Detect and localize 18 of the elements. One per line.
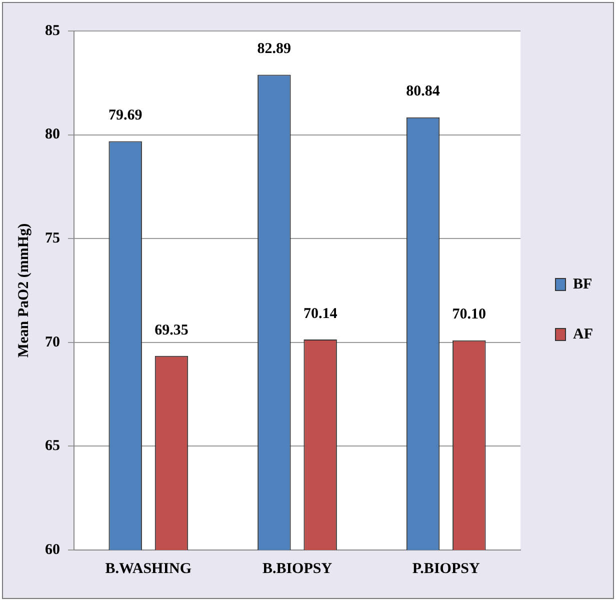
x-tick-label: B.WASHING — [105, 560, 192, 577]
legend-label: BF — [573, 276, 592, 292]
y-tick-label: 70 — [45, 334, 60, 350]
y-tick-label: 75 — [45, 230, 60, 246]
data-label: 80.84 — [406, 84, 440, 100]
legend-label: AF — [573, 326, 594, 342]
x-tick-label: B.BIOPSY — [262, 560, 332, 577]
y-tick-label: 80 — [45, 126, 60, 143]
y-tick-label: 65 — [45, 438, 60, 454]
data-label: 79.69 — [108, 108, 142, 124]
y-tick-label: 60 — [45, 542, 60, 558]
data-label: 82.89 — [257, 41, 292, 58]
y-axis-title: Mean PaO2 (mmHg) — [16, 223, 32, 358]
data-label: 70.14 — [303, 306, 338, 322]
data-label: 69.35 — [154, 322, 188, 338]
x-tick-label: P.BIOPSY — [412, 560, 480, 577]
data-label: 70.10 — [452, 306, 486, 323]
y-tick-label: 85 — [45, 22, 60, 39]
